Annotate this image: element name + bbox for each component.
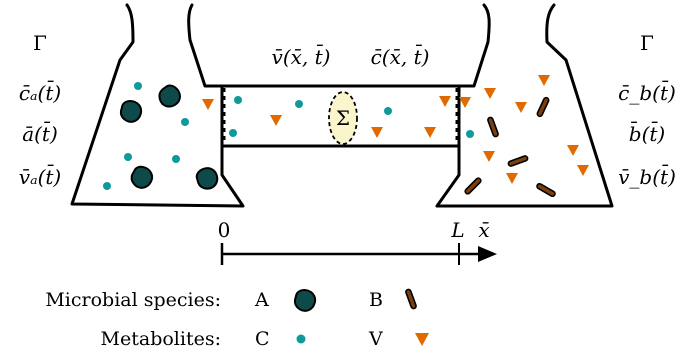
legend-metabolite-c-icon <box>296 334 306 344</box>
metabolite-v-particle <box>202 99 214 110</box>
species-b-cell <box>506 154 530 168</box>
right-species-label: b̄(t̄) <box>629 121 665 146</box>
metabolite-v-particle <box>567 145 579 156</box>
metabolite-v-particle <box>424 127 436 138</box>
legend-metabolite-v-label: V <box>368 328 383 350</box>
metabolite-v-particle <box>483 151 495 162</box>
left-concentration-label: c̄ₐ(t̄) <box>19 80 61 105</box>
metabolite-c-particle <box>466 130 474 138</box>
metabolite-c-particle <box>172 155 180 163</box>
metabolite-v-particle <box>506 173 518 184</box>
species-b-cell <box>535 182 557 198</box>
metabolite-v-particle <box>270 115 282 126</box>
legend-metabolite-c-label: C <box>255 328 270 350</box>
metabolite-c-particle <box>181 118 189 126</box>
species-a-cell <box>192 163 223 194</box>
metabolite-c-particle <box>124 153 132 161</box>
legend-species-a-icon <box>293 289 317 312</box>
axis-variable-label: x̄ <box>478 218 489 242</box>
metabolite-v-particle <box>538 75 550 86</box>
metabolite-v-particle <box>484 88 496 99</box>
legend-species-label: Microbial species: <box>45 289 221 311</box>
legend-metabolites-label: Metabolites: <box>101 328 221 350</box>
metabolite-v-particle <box>515 102 527 113</box>
species-b-cell <box>535 96 551 118</box>
x-axis-arrowhead <box>478 246 497 262</box>
right-concentration-label: c̄_b(t̄) <box>618 80 676 105</box>
axis-end-label: L <box>450 218 464 242</box>
axis-origin-label: 0 <box>218 218 231 242</box>
metabolite-c-particle <box>295 100 303 108</box>
sigma-label: Σ <box>336 106 350 130</box>
metabolite-v-particle <box>371 127 383 138</box>
species-b-cell <box>463 176 483 196</box>
left-species-label: ā(t̄) <box>22 121 58 146</box>
metabolite-v-particle <box>459 97 471 108</box>
metabolite-c-particle <box>229 129 237 137</box>
channel-velocity-label: v̄(x̄, t̄) <box>272 44 331 69</box>
right-volume-label: v̄_b(t̄) <box>618 164 676 189</box>
metabolite-v-particle <box>439 96 451 107</box>
sigma-region <box>328 91 358 145</box>
species-b-cell <box>486 115 500 139</box>
legend-species-a-label: A <box>254 289 269 311</box>
species-a-cell <box>128 163 156 192</box>
right-flask <box>435 3 614 208</box>
species-a-cell <box>119 100 143 123</box>
metabolite-c-particle <box>384 107 392 115</box>
channel-concentration-label: c̄(x̄, t̄) <box>371 44 430 69</box>
left-gamma-label: Γ <box>33 31 47 55</box>
right-gamma-label: Γ <box>640 31 654 55</box>
species-a-cell <box>154 80 186 112</box>
legend-metabolite-v-icon <box>415 333 429 346</box>
metabolite-c-particle <box>134 82 142 90</box>
metabolite-v-particle <box>577 165 589 176</box>
legend-species-b-label: B <box>369 289 383 311</box>
left-flask <box>70 3 245 208</box>
legend-species-b-icon <box>404 287 418 311</box>
metabolite-c-particle <box>234 96 242 104</box>
left-volume-label: v̄ₐ(t̄) <box>19 164 61 189</box>
metabolite-c-particle <box>103 182 111 190</box>
